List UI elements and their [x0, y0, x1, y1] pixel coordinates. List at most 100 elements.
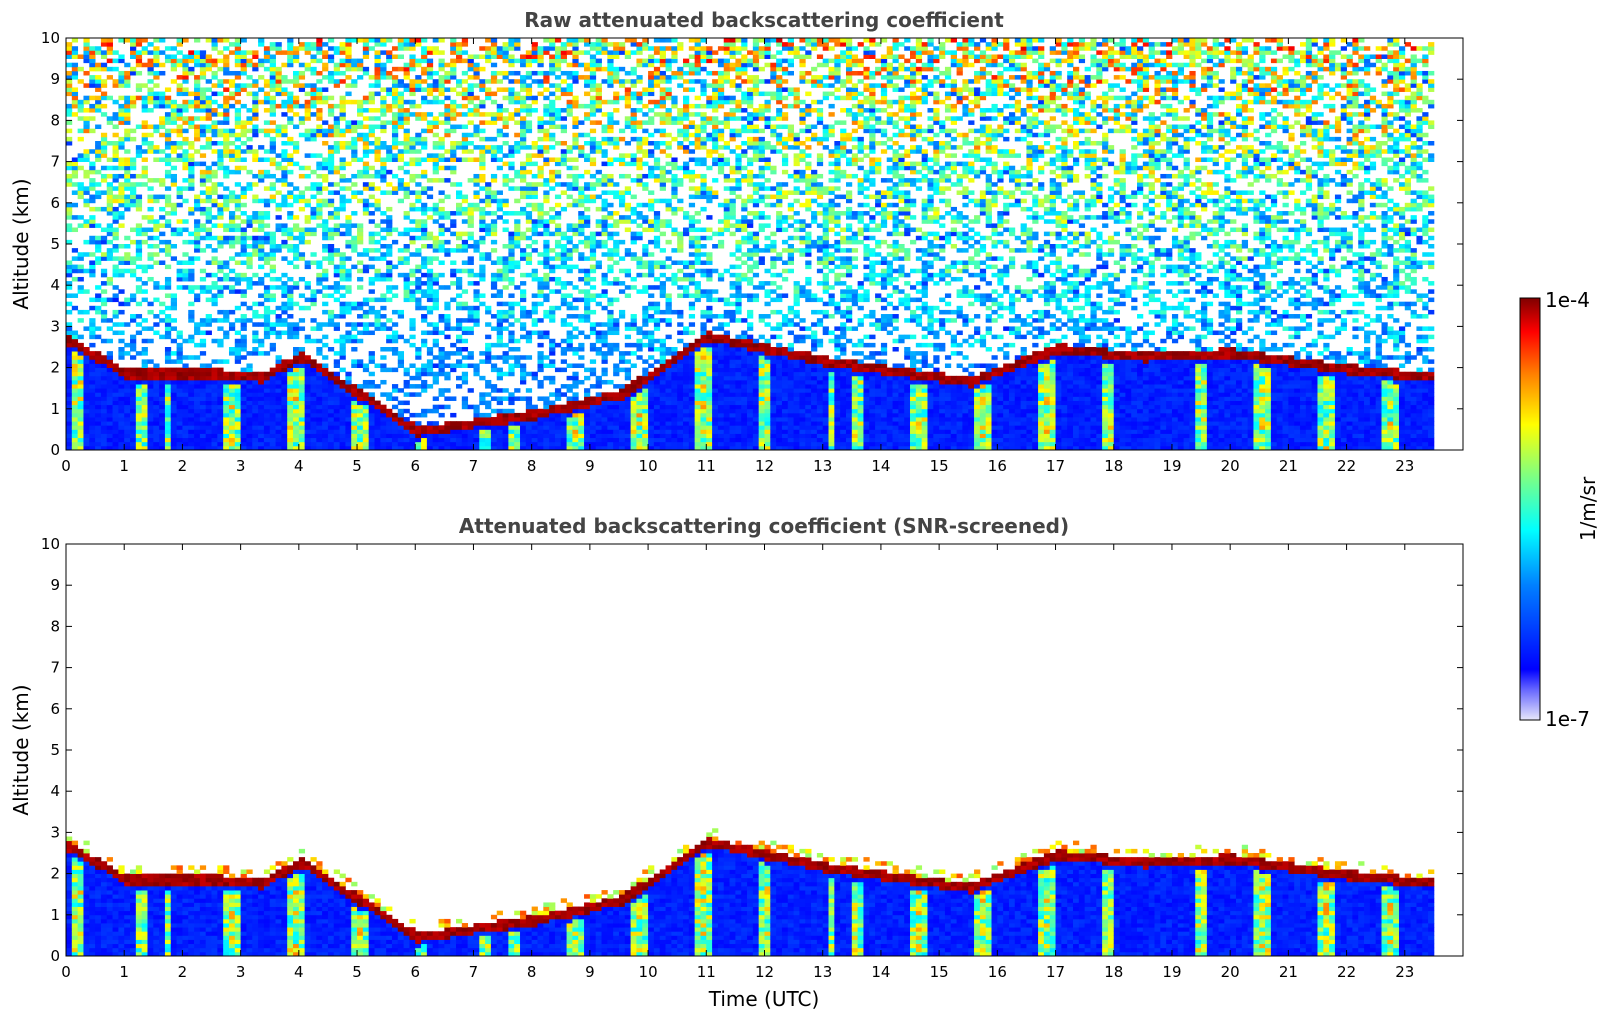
heatmap-cell	[362, 379, 370, 385]
heatmap-cell	[287, 285, 294, 290]
heatmap-cell	[543, 46, 550, 51]
heatmap-cell	[269, 128, 276, 134]
heatmap-cell	[135, 285, 143, 290]
heatmap-cell	[269, 264, 276, 270]
heatmap-cell	[374, 309, 381, 315]
heatmap-cell	[520, 441, 527, 447]
heatmap-cell	[327, 396, 335, 401]
heatmap-cell	[380, 211, 387, 216]
heatmap-cell	[269, 322, 276, 327]
heatmap-cell	[298, 235, 306, 241]
heatmap-cell	[269, 421, 276, 426]
heatmap-cell	[83, 437, 90, 443]
heatmap-cell	[316, 182, 323, 187]
heatmap-cell	[106, 75, 113, 80]
heatmap-cell	[554, 66, 562, 72]
heatmap-cell	[159, 404, 166, 410]
heatmap-cell	[182, 363, 189, 368]
heatmap-cell	[263, 223, 271, 228]
heatmap-cell	[66, 363, 73, 368]
heatmap-cell	[322, 363, 329, 368]
heatmap-cell	[106, 194, 113, 200]
heatmap-cell	[83, 347, 90, 352]
heatmap-cell	[345, 272, 352, 278]
heatmap-cell	[135, 412, 143, 418]
heatmap-cell	[240, 412, 247, 418]
heatmap-cell	[159, 149, 166, 154]
heatmap-cell	[194, 367, 201, 373]
heatmap-cell	[95, 248, 102, 253]
heatmap-cell	[502, 87, 509, 92]
heatmap-cell	[508, 347, 515, 352]
heatmap-cell	[223, 371, 230, 377]
heatmap-cell	[310, 429, 317, 434]
heatmap-cell	[333, 417, 340, 422]
heatmap-cell	[386, 264, 393, 270]
heatmap-cell	[252, 103, 259, 109]
heatmap-cell	[95, 367, 102, 373]
heatmap-cell	[269, 248, 276, 253]
heatmap-cell	[374, 272, 381, 278]
heatmap-cell	[473, 157, 480, 162]
heatmap-cell	[164, 186, 172, 191]
heatmap-cell	[531, 433, 538, 439]
heatmap-cell	[100, 441, 108, 447]
heatmap-cell	[100, 256, 108, 261]
heatmap-cell	[71, 87, 79, 92]
heatmap-cell	[473, 190, 480, 195]
heatmap-cell	[514, 396, 521, 401]
heatmap-cell	[153, 91, 160, 97]
heatmap-cell	[234, 145, 242, 150]
heatmap-cell	[490, 248, 498, 253]
heatmap-cell	[147, 178, 154, 183]
heatmap-cell	[66, 108, 73, 113]
heatmap-cell	[327, 256, 335, 261]
heatmap-cell	[112, 178, 119, 183]
heatmap-cell	[391, 87, 399, 92]
heatmap-cell	[89, 384, 96, 389]
heatmap-cell	[403, 46, 410, 51]
heatmap-cell	[130, 227, 137, 233]
heatmap-cell	[554, 281, 562, 286]
heatmap-cell	[287, 190, 294, 195]
heatmap-cell	[426, 293, 434, 298]
heatmap-cell	[502, 268, 509, 274]
heatmap-cell	[240, 132, 247, 138]
heatmap-cell	[199, 318, 207, 323]
heatmap-cell	[71, 330, 79, 336]
heatmap-cell	[450, 87, 457, 92]
heatmap-cell	[228, 223, 236, 228]
heatmap-cell	[112, 379, 119, 385]
heatmap-cell	[444, 248, 451, 253]
heatmap-cell	[531, 231, 538, 237]
heatmap-cell	[223, 103, 230, 109]
heatmap-cell	[560, 412, 567, 418]
heatmap-cell	[456, 103, 463, 109]
heatmap-cell	[211, 388, 218, 393]
heatmap-cell	[351, 338, 358, 344]
heatmap-cell	[118, 429, 125, 434]
heatmap-cell	[89, 412, 96, 418]
heatmap-cell	[217, 264, 224, 270]
heatmap-cell	[135, 206, 143, 212]
heatmap-cell	[450, 165, 457, 171]
heatmap-cell	[415, 103, 422, 109]
heatmap-cell	[182, 75, 189, 80]
heatmap-cell	[95, 375, 102, 381]
heatmap-cell	[368, 95, 375, 101]
heatmap-cell	[130, 425, 137, 430]
heatmap-cell	[83, 421, 90, 426]
heatmap-cell	[426, 421, 434, 426]
heatmap-cell	[409, 272, 416, 278]
heatmap-cell	[100, 91, 108, 97]
heatmap-cell	[118, 256, 125, 261]
heatmap-cell	[66, 87, 73, 92]
heatmap-cell	[258, 75, 265, 80]
heatmap-cell	[456, 359, 463, 364]
heatmap-cell	[205, 400, 212, 406]
heatmap-cell	[240, 260, 247, 265]
heatmap-cell	[537, 408, 544, 414]
heatmap-cell	[287, 50, 294, 55]
heatmap-cell	[205, 421, 212, 426]
heatmap-cell	[118, 392, 125, 397]
